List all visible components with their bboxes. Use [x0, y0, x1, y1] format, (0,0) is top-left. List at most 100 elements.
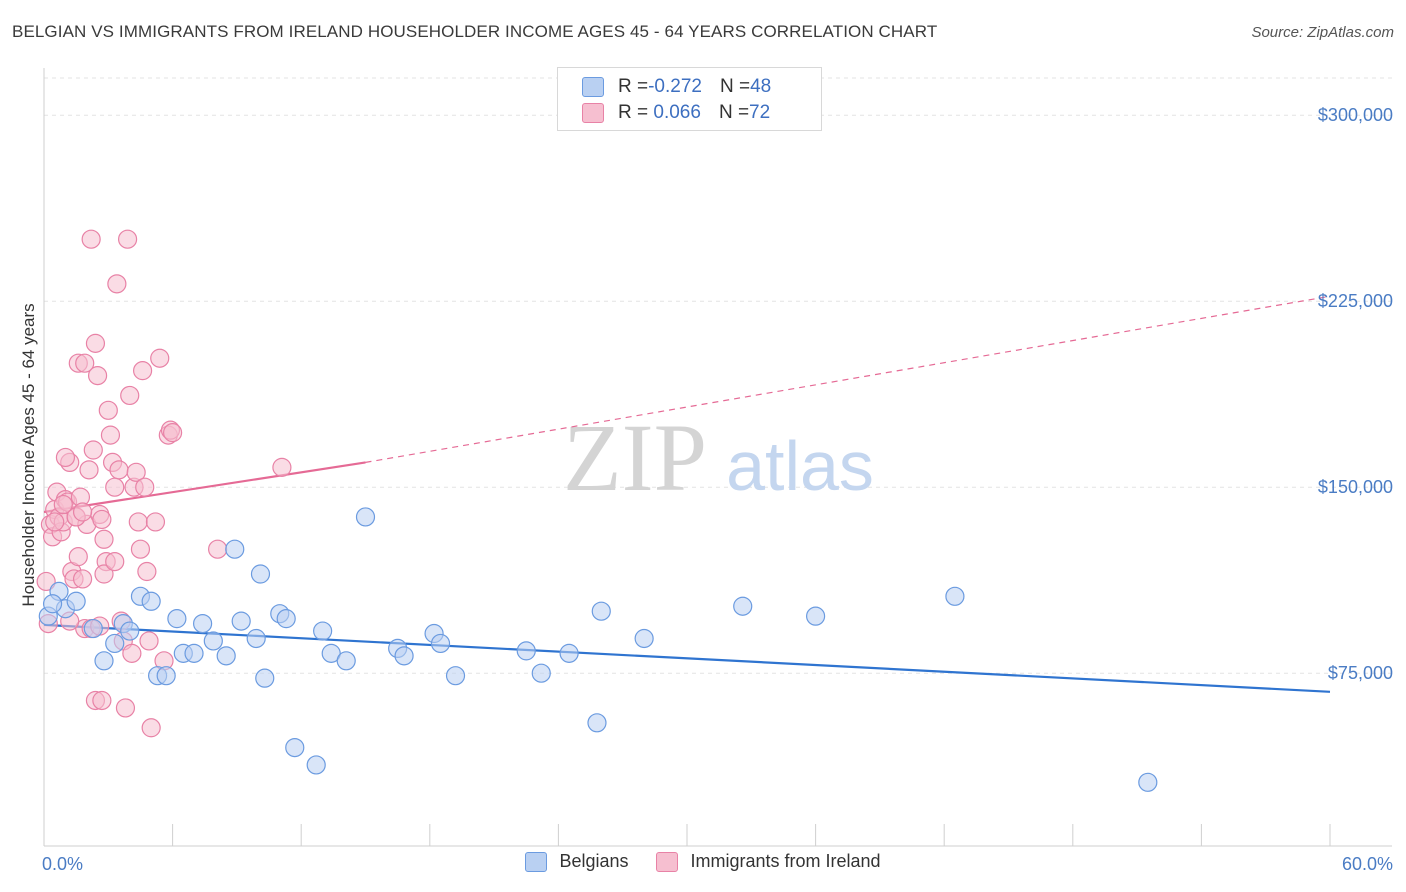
data-points: [36, 229, 1158, 792]
belgians-point: [587, 713, 607, 733]
ireland-point: [55, 447, 76, 468]
ireland-point: [105, 551, 125, 572]
belgians-point: [945, 586, 965, 606]
ireland-point: [163, 423, 183, 443]
ireland-point: [120, 385, 140, 406]
belgians-point: [336, 651, 356, 671]
y-tick-label: $150,000: [1318, 477, 1393, 497]
belgians-point: [733, 596, 753, 616]
belgians-point: [231, 611, 251, 631]
ireland-point: [87, 366, 108, 386]
belgians-point: [246, 628, 266, 649]
belgians-point: [394, 646, 414, 666]
ireland-point: [115, 698, 136, 718]
ireland-swatch: [582, 103, 604, 123]
legend-row-belgians: R = -0.272 N = 48: [582, 74, 771, 100]
belgians-point: [285, 737, 305, 758]
ireland-point: [79, 460, 99, 480]
ireland-point: [92, 509, 112, 530]
gridlines: [44, 77, 1392, 674]
ireland-trend-extension: [365, 295, 1331, 463]
belgians-swatch: [582, 77, 604, 97]
ireland-point: [75, 353, 95, 373]
ireland-point: [92, 690, 112, 711]
belgians-point: [255, 668, 275, 688]
r-label: R =: [618, 76, 649, 97]
belgians-point: [141, 591, 161, 611]
ireland-point: [83, 440, 103, 460]
ireland-point: [94, 529, 114, 549]
belgians-point: [805, 606, 826, 626]
x-tick-label: 0.0%: [42, 854, 83, 874]
belgians-point: [167, 609, 187, 629]
belgians-point: [203, 631, 223, 651]
watermark-atlas: atlas: [726, 427, 874, 505]
ireland-point: [68, 547, 88, 567]
ireland-point: [109, 460, 129, 480]
belgians-point: [445, 666, 466, 686]
y-tick-label: $75,000: [1328, 663, 1393, 683]
ireland-point: [128, 512, 148, 532]
ireland-point: [208, 539, 228, 559]
chart-title: BELGIAN VS IMMIGRANTS FROM IRELAND HOUSE…: [12, 22, 938, 41]
x-tick-label: 60.0%: [1342, 854, 1393, 874]
legend-row-ireland: R = 0.066 N = 72: [582, 100, 770, 126]
belgians-point: [313, 621, 333, 641]
belgians-point: [120, 621, 140, 641]
y-tick-label: $300,000: [1318, 105, 1393, 125]
legend-item-belgians[interactable]: Belgians: [525, 851, 628, 872]
ireland-point: [132, 361, 153, 381]
belgians-point: [559, 643, 579, 663]
n-label: N =: [719, 76, 751, 97]
ireland-point: [81, 229, 101, 249]
ireland-point: [150, 348, 170, 368]
belgians-point: [216, 646, 236, 666]
legend-label: Immigrants from Ireland: [690, 851, 881, 871]
r-label: R =: [618, 102, 649, 123]
x-tick-labels: 0.0% 60.0%: [42, 854, 1393, 874]
belgians-point: [83, 618, 103, 639]
ireland-point: [117, 229, 138, 249]
ireland-point: [100, 425, 121, 445]
ireland-point: [107, 274, 127, 294]
r-value: -0.272: [648, 76, 702, 97]
belgians-point: [66, 591, 86, 611]
ireland-point: [98, 400, 118, 420]
ireland-point: [36, 571, 56, 592]
belgians-point: [225, 539, 245, 559]
ireland-point: [45, 512, 65, 532]
belgians-point: [591, 601, 611, 621]
ireland-point: [72, 502, 93, 522]
ireland-point: [130, 539, 151, 559]
belgians-point: [250, 564, 271, 584]
ireland-point: [122, 643, 142, 663]
ireland-point: [141, 718, 161, 738]
belgians-point: [355, 507, 376, 527]
belgians-point: [42, 594, 63, 614]
y-tick-label: $225,000: [1318, 291, 1393, 311]
ireland-trend-line: [43, 461, 366, 514]
legend-label: Belgians: [559, 851, 629, 871]
source-credit: Source: ZipAtlas.com: [1251, 24, 1394, 41]
legend-stats: R = -0.272 N = 48 R = 0.066 N = 72: [557, 67, 822, 131]
legend-item-ireland[interactable]: Immigrants from Ireland: [656, 851, 881, 872]
belgians-point: [105, 633, 125, 654]
belgians-point: [306, 755, 326, 775]
ireland-point: [139, 631, 159, 651]
y-axis-label: Householder Income Ages 45 - 64 years: [19, 303, 38, 606]
ireland-point: [85, 333, 106, 353]
ireland-point: [145, 512, 166, 532]
n-value: 72: [749, 102, 771, 123]
ireland-point: [126, 462, 146, 482]
belgians-point: [516, 641, 536, 661]
belgians-point: [193, 613, 213, 634]
r-value: 0.066: [648, 102, 701, 123]
n-label: N =: [718, 102, 750, 123]
belgians-point: [531, 663, 551, 683]
legend-series: Belgians Immigrants from Ireland: [0, 851, 1406, 872]
belgians-point: [276, 609, 296, 629]
axes: [43, 68, 1392, 847]
watermark: ZIP atlas: [563, 404, 874, 511]
ireland-point: [137, 561, 157, 582]
